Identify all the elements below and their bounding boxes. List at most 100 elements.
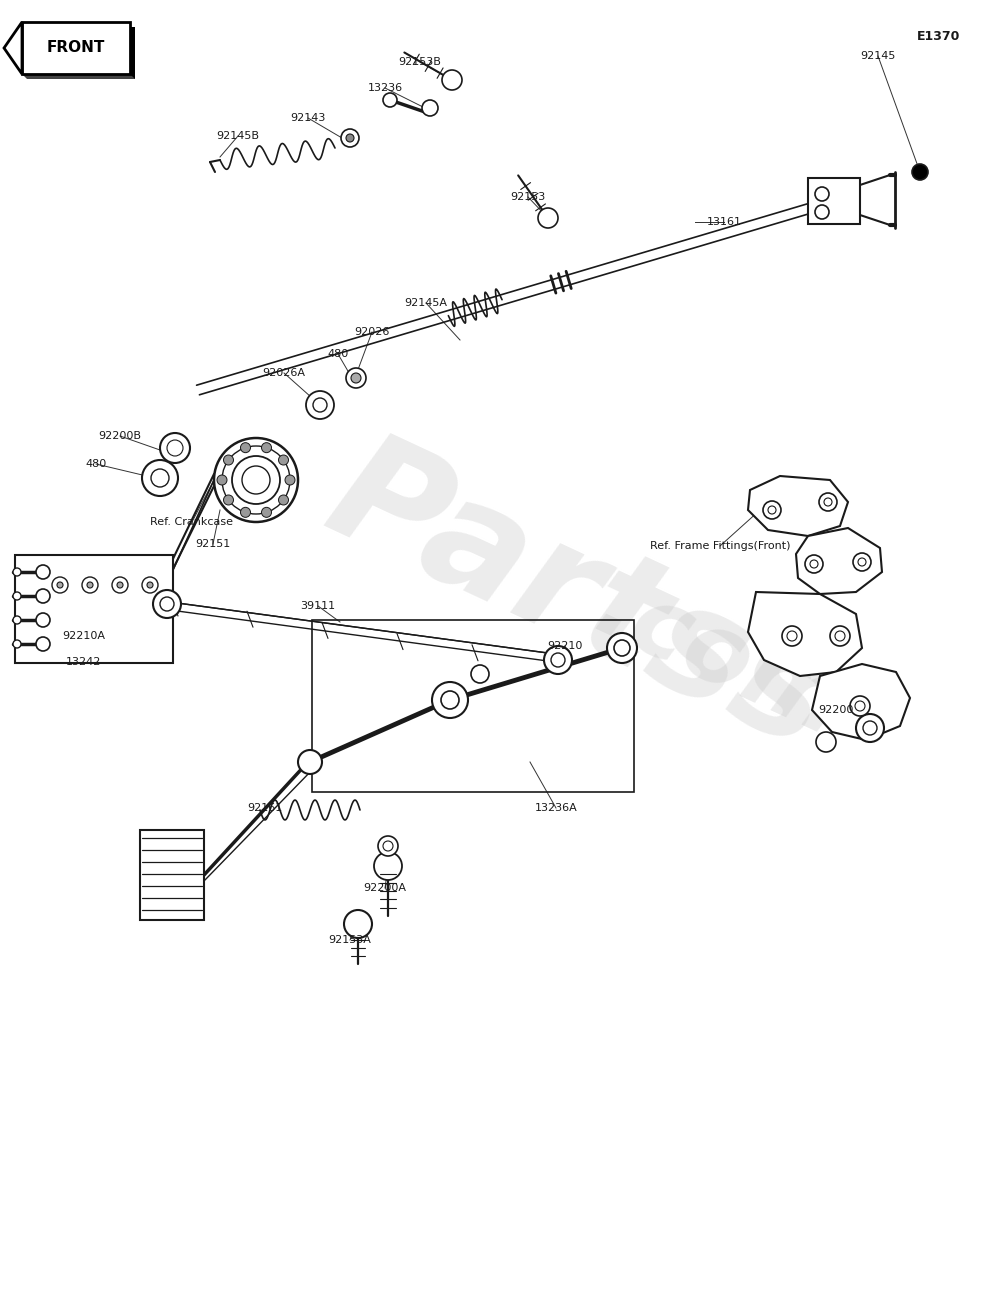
Circle shape [313,398,327,412]
Text: 92200: 92200 [818,705,854,715]
Circle shape [374,852,402,880]
Circle shape [344,910,372,939]
Text: 480: 480 [327,349,349,359]
Circle shape [830,626,850,646]
Circle shape [217,475,227,485]
Circle shape [240,443,250,453]
Text: 92026: 92026 [354,327,390,337]
Circle shape [223,494,233,505]
Text: 92151: 92151 [195,540,231,549]
Text: Ref. Crankcase: Ref. Crankcase [150,516,234,527]
Circle shape [167,440,183,456]
Circle shape [223,454,233,465]
Text: 13236: 13236 [367,83,403,93]
Circle shape [442,70,462,90]
Circle shape [346,368,366,389]
Text: 92145A: 92145A [404,298,448,309]
Circle shape [912,164,928,179]
Bar [312,620,634,791]
Circle shape [607,633,637,664]
Bar [27,27,135,79]
Circle shape [153,590,181,618]
Circle shape [378,837,398,856]
Circle shape [306,391,334,420]
Text: 92200A: 92200A [364,883,406,893]
Circle shape [782,626,802,646]
Circle shape [815,205,829,219]
Circle shape [824,498,832,506]
Text: 92026A: 92026A [262,368,306,378]
Circle shape [240,507,250,518]
Circle shape [87,582,93,587]
Text: 92200B: 92200B [98,431,142,442]
Polygon shape [4,22,22,74]
Bar [15,555,173,664]
Bar [140,830,204,920]
Polygon shape [812,664,910,740]
Circle shape [383,93,397,107]
Circle shape [142,577,158,593]
Polygon shape [748,476,848,536]
Text: Ref. Frame Fittings(Front): Ref. Frame Fittings(Front) [650,541,790,551]
Circle shape [538,208,558,229]
Circle shape [816,732,836,751]
Text: 92153A: 92153A [329,935,371,945]
Circle shape [551,653,565,667]
Circle shape [422,99,438,116]
Circle shape [214,438,298,522]
Circle shape [151,469,169,487]
Circle shape [863,720,877,735]
Circle shape [160,596,174,611]
Text: 92143: 92143 [290,114,326,123]
Circle shape [850,696,870,717]
Circle shape [36,565,50,578]
Circle shape [36,636,50,651]
Text: 480: 480 [85,460,107,469]
Circle shape [835,631,845,642]
Circle shape [13,593,21,600]
Text: Partss: Partss [306,420,854,781]
Circle shape [57,582,63,587]
Circle shape [810,560,818,568]
Polygon shape [748,593,862,676]
Circle shape [855,701,865,711]
Circle shape [262,507,272,518]
Polygon shape [22,74,135,79]
Circle shape [787,631,797,642]
Text: 13236A: 13236A [535,803,577,813]
Circle shape [441,691,459,709]
Circle shape [351,373,361,383]
Text: 92145: 92145 [860,52,896,61]
Circle shape [298,750,322,775]
Text: 92161: 92161 [247,803,283,813]
Text: .com: .com [581,563,859,758]
Text: 92153: 92153 [510,192,546,201]
Circle shape [383,840,393,851]
Circle shape [279,494,289,505]
Circle shape [13,568,21,576]
Circle shape [142,460,178,496]
Text: E1370: E1370 [917,30,960,43]
Bar [808,178,860,225]
Bar [22,22,130,74]
Circle shape [232,456,280,503]
Circle shape [471,665,489,683]
Circle shape [544,646,572,674]
Text: 92210: 92210 [547,642,583,651]
Circle shape [285,475,295,485]
Circle shape [614,640,630,656]
Circle shape [346,911,370,936]
Circle shape [858,558,866,565]
Circle shape [117,582,123,587]
Text: 13161: 13161 [706,217,742,227]
Circle shape [768,506,776,514]
Text: 92210A: 92210A [62,631,106,642]
Text: 92153B: 92153B [399,57,441,67]
Text: 39111: 39111 [300,602,336,611]
Circle shape [52,577,68,593]
Circle shape [242,466,270,494]
Circle shape [805,555,823,573]
Text: 13242: 13242 [66,657,102,667]
Polygon shape [796,528,882,594]
Text: 92145B: 92145B [216,130,260,141]
